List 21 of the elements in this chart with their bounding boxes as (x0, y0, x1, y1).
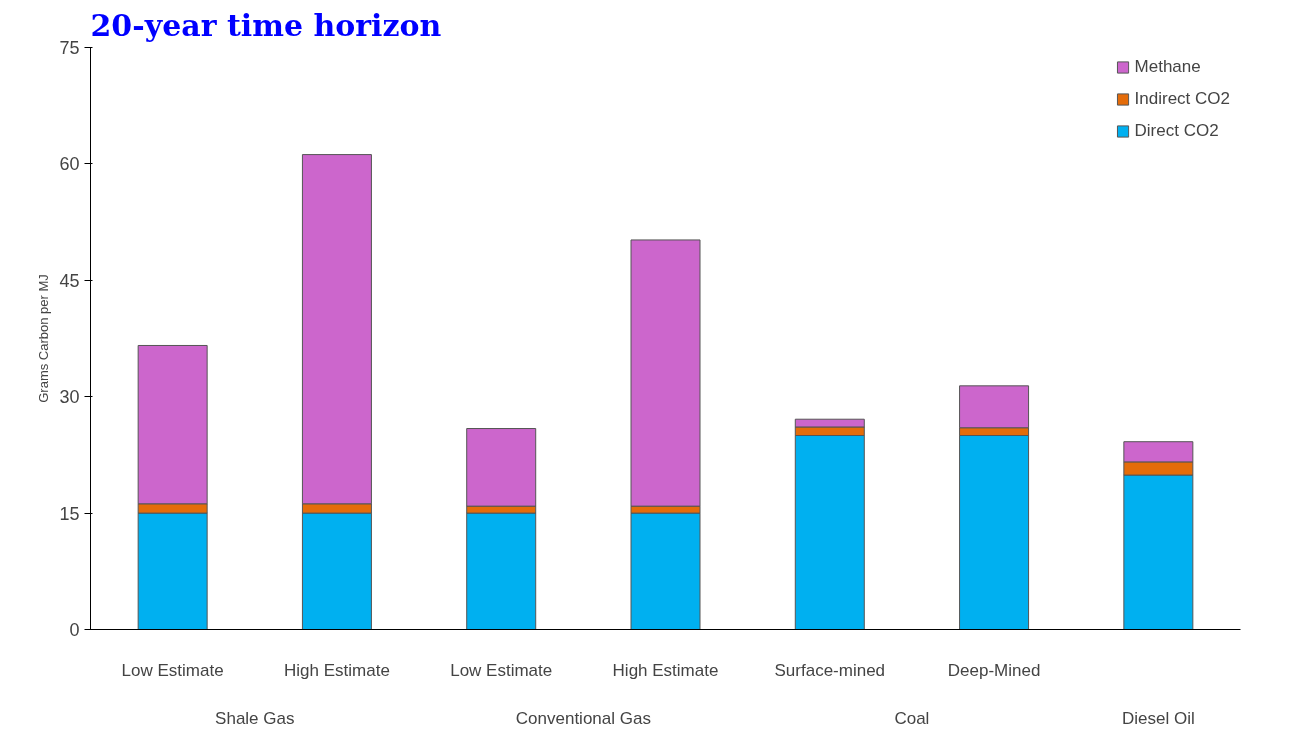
text: Diesel Oil (1121, 708, 1195, 728)
x-tick-label: Low Estimate (121, 660, 224, 680)
text: Shale Gas (215, 708, 295, 728)
y-axis-title: Grams Carbon per MJ (36, 274, 52, 403)
y-tick-label: 75 (59, 38, 80, 58)
text: Coal (894, 708, 930, 728)
legend-label: Indirect CO2 (1134, 89, 1230, 109)
x-tick-label: High Estimate (612, 660, 719, 680)
text: Conventional Gas (515, 708, 651, 728)
y-tick-label: 60 (59, 154, 80, 175)
y-tick-label: 30 (59, 387, 80, 408)
y-tick-label: 45 (59, 270, 80, 291)
x-tick-label: Low Estimate (450, 660, 553, 680)
x-tick-label: High Estimate (284, 660, 390, 680)
chart-title: 20-year time horizon (90, 7, 442, 43)
y-tick-label: 15 (59, 503, 80, 524)
x-tick-label: Deep-Mined (947, 660, 1041, 680)
y-tick-label: 0 (69, 620, 80, 640)
legend-label: Methane (1134, 57, 1201, 77)
x-tick-label: Surface-mined (774, 660, 886, 680)
legend-label: Direct CO2 (1134, 121, 1219, 141)
